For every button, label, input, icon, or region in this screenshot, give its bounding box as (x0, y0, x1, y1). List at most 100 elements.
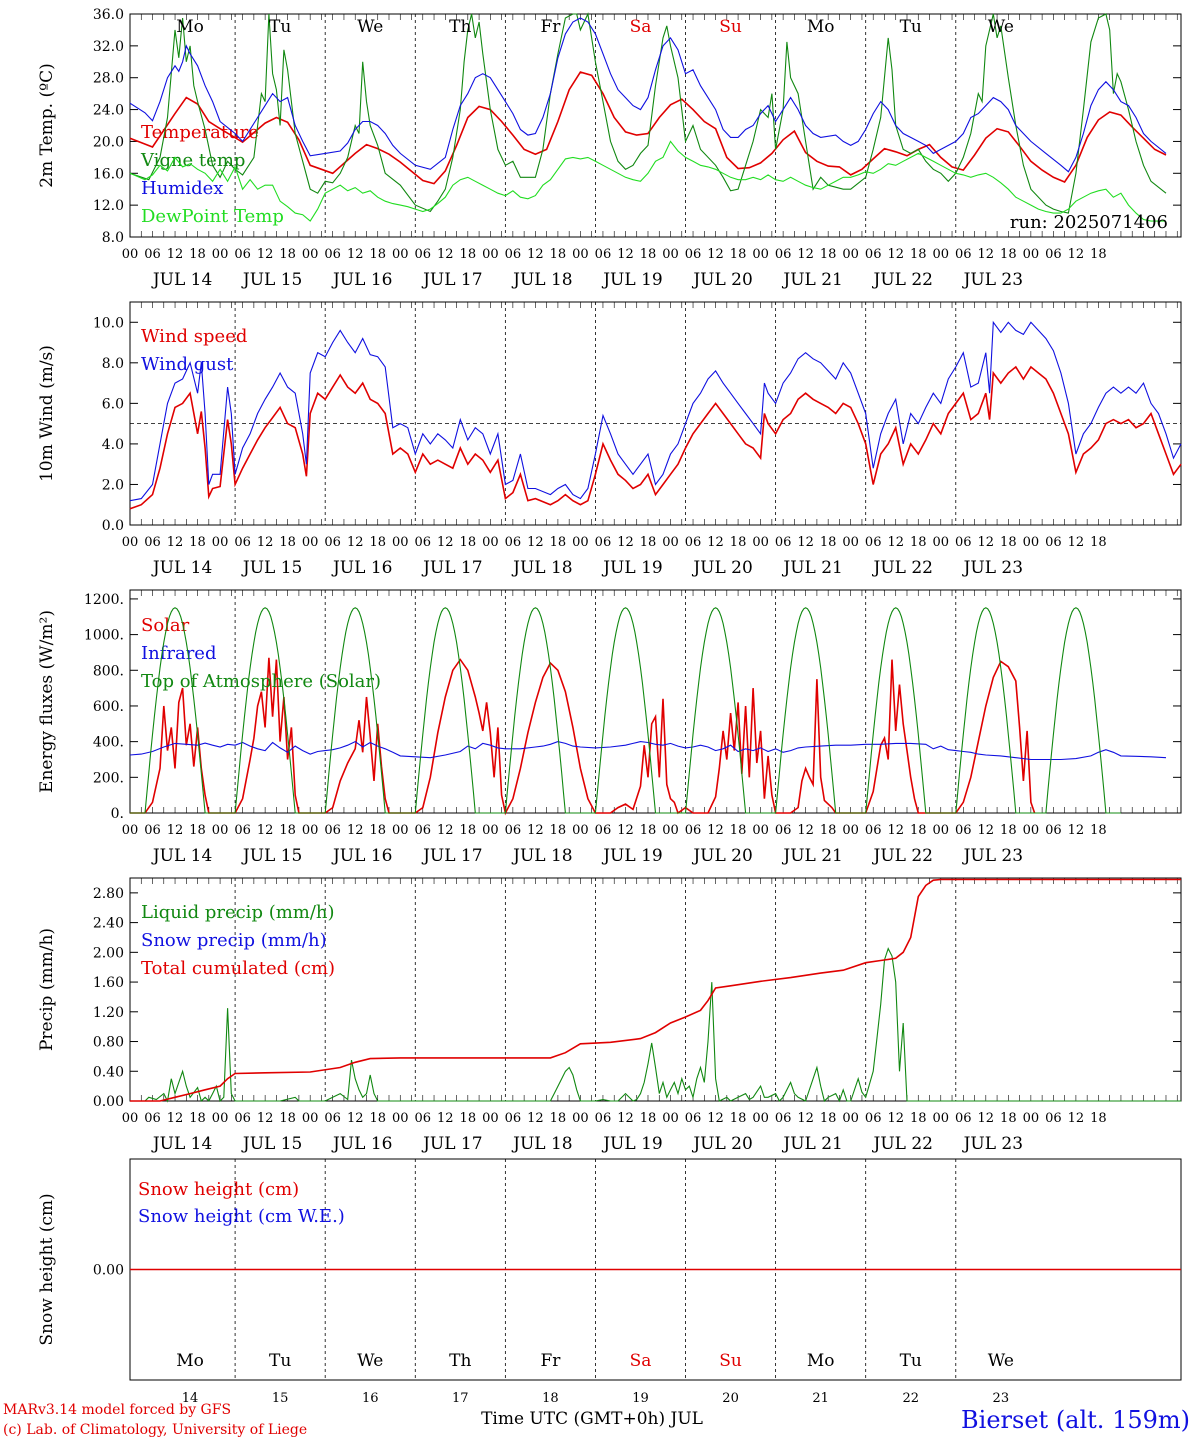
hour-label: 06 (955, 535, 972, 550)
day-of-week-label: Tu (900, 1351, 922, 1371)
hour-label: 06 (1045, 535, 1062, 550)
hour-label: 06 (505, 247, 522, 262)
hour-label: 18 (369, 535, 386, 550)
hour-label: 18 (1000, 247, 1017, 262)
day-of-week-label: We (988, 1351, 1014, 1371)
hour-label: 18 (1090, 823, 1107, 838)
hour-label: 00 (662, 535, 679, 550)
hour-label: 00 (482, 823, 499, 838)
plot-frame (129, 301, 1182, 526)
hour-label: 00 (482, 247, 499, 262)
date-label: JUL 14 (151, 846, 212, 866)
hour-label: 06 (234, 823, 251, 838)
legend-entry: Wind speed (141, 326, 247, 347)
footer-copyright-line: (c) Lab. of Climatology, University of L… (3, 1422, 307, 1438)
day-of-week-label: Mo (807, 1351, 835, 1371)
y-tick-label: 10.0 (93, 315, 124, 331)
hour-label: 12 (797, 1111, 814, 1126)
hour-label: 00 (212, 1111, 229, 1126)
hour-label: 00 (392, 535, 409, 550)
hour-label: 00 (572, 1111, 589, 1126)
panel-2: 0.0 2.0 4.0 6.0 8.0 10.0 10m Wind (m/s) Wind sp… (37, 301, 1182, 578)
day-of-week-label: Tu (900, 17, 922, 37)
hour-label: 00 (122, 823, 139, 838)
hour-label: 12 (887, 247, 904, 262)
hour-label: 12 (1068, 247, 1085, 262)
hour-label: 06 (144, 247, 161, 262)
date-label: JUL 21 (781, 846, 842, 866)
hour-label: 06 (234, 1111, 251, 1126)
hour-label: 00 (1023, 247, 1040, 262)
hour-label: 00 (122, 1111, 139, 1126)
y-tick-label: 4.0 (102, 437, 124, 453)
hour-label: 18 (279, 247, 296, 262)
day-of-week-label: Fr (540, 17, 561, 37)
hour-label: 00 (392, 247, 409, 262)
series-line-dewpoint-temp (129, 140, 1166, 222)
day-of-week-label: Th (449, 1351, 471, 1371)
hour-label: 06 (415, 247, 432, 262)
date-label: JUL 18 (511, 846, 572, 866)
hour-label: 06 (324, 247, 341, 262)
legend-entry: Snow precip (mm/h) (141, 930, 327, 951)
plot-frame (129, 13, 1182, 238)
series-line-solar (130, 657, 1036, 816)
hour-label: 12 (167, 823, 184, 838)
hour-label: 18 (189, 1111, 206, 1126)
date-label: JUL 20 (691, 846, 752, 866)
hour-label: 12 (978, 823, 995, 838)
hour-label: 12 (437, 823, 454, 838)
hour-label: 06 (324, 1111, 341, 1126)
date-label: JUL 15 (241, 846, 302, 866)
y-axis-label: 10m Wind (m/s) (37, 345, 57, 482)
hour-label: 18 (820, 535, 837, 550)
day-of-week-label: Fr (540, 1351, 561, 1371)
series-line-top-of-atmosphere-solar- (130, 607, 1121, 814)
series-line-humidex (129, 17, 1167, 173)
day-of-week-label: We (988, 17, 1014, 37)
hour-label: 12 (347, 1111, 364, 1126)
panels: 8.0 12.0 16.0 20.0 24.0 28.0 32.0 36.0 2m Temp. … (37, 7, 1182, 1381)
date-label: JUL 23 (962, 558, 1023, 578)
hour-label: 06 (505, 535, 522, 550)
hour-label: 12 (887, 535, 904, 550)
hour-label: 00 (302, 823, 319, 838)
bottom-axis: Mo 14 Tu 15 We 16 Th 17 Fr 18 Sa 19 Su 20 Mo 21 Tu 22 We 23 (176, 1351, 1014, 1406)
day-number-label: 20 (722, 1391, 739, 1406)
hour-label: 18 (730, 535, 747, 550)
hour-label: 18 (910, 823, 927, 838)
hour-label: 00 (572, 823, 589, 838)
day-of-week-label: Mo (176, 1351, 204, 1371)
day-of-week-label: Tu (269, 17, 291, 37)
y-axis-label: Energy fluxes (W/m²) (37, 610, 57, 793)
y-axis-label: Precip (mm/h) (37, 928, 57, 1051)
y-tick-label: 200. (93, 770, 124, 786)
hour-label: 00 (662, 823, 679, 838)
hour-label: 12 (617, 823, 634, 838)
hour-label: 12 (437, 1111, 454, 1126)
hour-label: 06 (595, 823, 612, 838)
hour-label: 12 (257, 535, 274, 550)
legend-entry: Humidex (141, 178, 223, 199)
hour-label: 06 (955, 247, 972, 262)
hour-label: 06 (505, 1111, 522, 1126)
hour-label: 12 (167, 535, 184, 550)
hour-label: 12 (887, 823, 904, 838)
legend-entry: Wind gust (141, 354, 234, 375)
legend-entry: Snow height (cm) (138, 1179, 299, 1200)
hour-label: 18 (910, 535, 927, 550)
legend-entry: Infrared (141, 643, 216, 664)
station-label: Bierset (alt. 159m) (961, 1406, 1190, 1434)
date-label: JUL 20 (691, 1134, 752, 1154)
date-label: JUL 22 (872, 846, 933, 866)
date-label: JUL 19 (601, 558, 662, 578)
date-label: JUL 17 (421, 270, 482, 290)
y-tick-label: 2.40 (93, 916, 124, 932)
hour-label: 00 (932, 535, 949, 550)
date-label: JUL 21 (781, 1134, 842, 1154)
hour-label: 18 (369, 1111, 386, 1126)
hour-label: 12 (437, 247, 454, 262)
hour-label: 06 (595, 247, 612, 262)
day-number-label: 16 (362, 1391, 379, 1406)
hour-label: 00 (302, 535, 319, 550)
